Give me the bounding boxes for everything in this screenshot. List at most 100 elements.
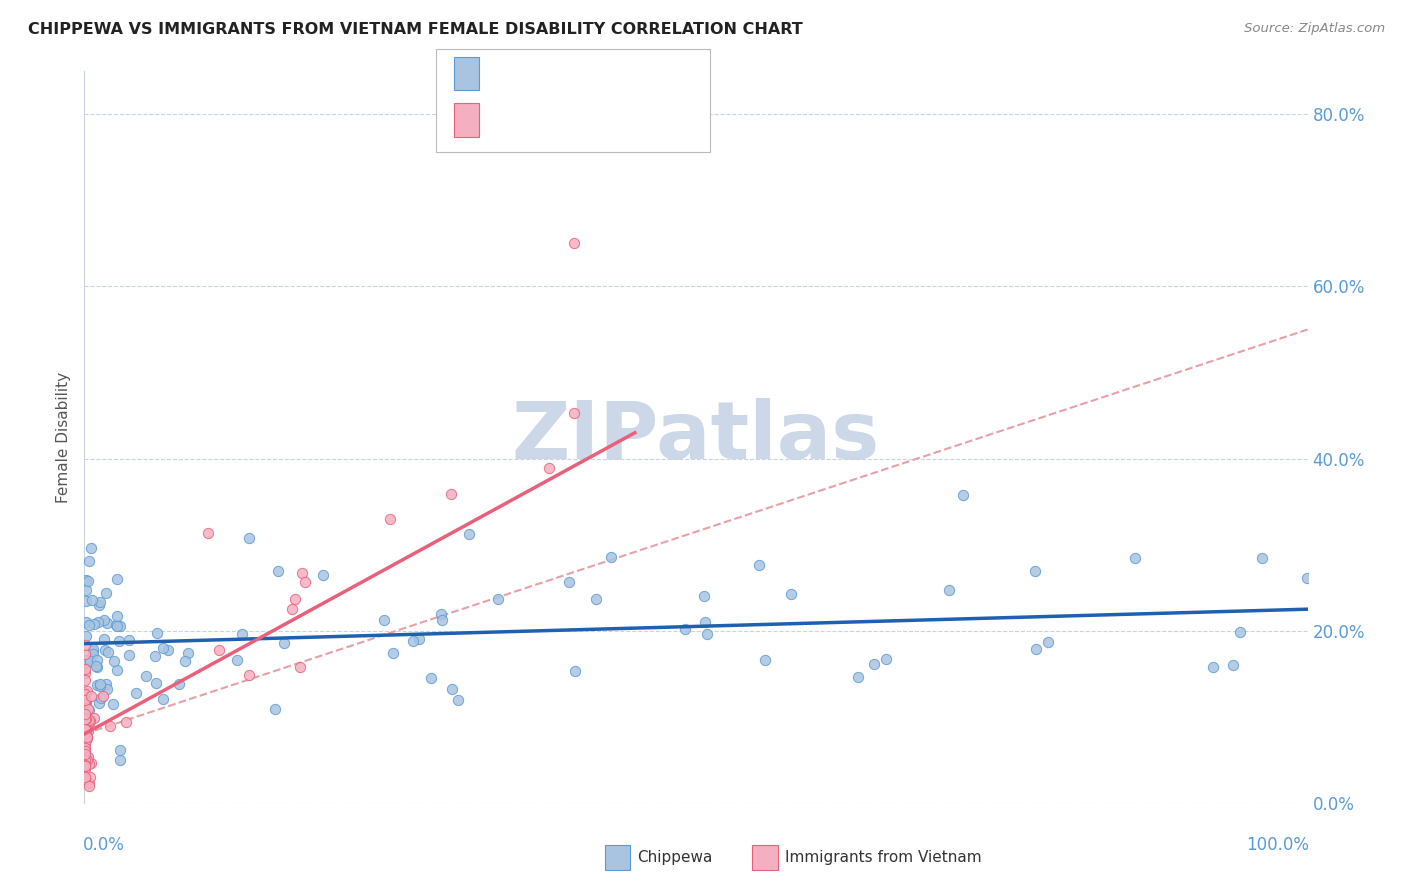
Point [73,757,96,772]
Point [174,654,197,668]
Point [197,526,219,541]
Point [75,573,97,587]
Point [79,654,101,668]
Point [82,641,104,656]
Point [294,574,316,589]
Point [76,730,98,744]
Text: CHIPPEWA VS IMMIGRANTS FROM VIETNAM FEMALE DISABILITY CORRELATION CHART: CHIPPEWA VS IMMIGRANTS FROM VIETNAM FEMA… [28,22,803,37]
Point [373,613,395,627]
Point [77,703,100,717]
Point [77,776,100,790]
Point [73,665,96,680]
Point [75,732,97,747]
Point [1222,658,1244,673]
Point [273,636,295,650]
Point [1024,564,1046,578]
Point [79,714,101,728]
Point [75,724,97,739]
Point [73,648,96,662]
Point [380,512,402,526]
Point [79,554,101,568]
Point [291,566,314,581]
Point [447,693,470,707]
Point [73,762,96,776]
Point [89,595,111,609]
Point [94,677,117,691]
Point [754,653,776,667]
Text: R =  0.176: R = 0.176 [488,65,569,80]
Point [73,747,96,762]
Point [312,568,335,582]
Point [693,589,716,603]
Point [83,711,105,725]
Point [167,677,190,691]
Point [73,753,96,767]
Point [267,565,290,579]
Point [1296,570,1319,584]
Point [73,693,96,707]
Point [73,725,96,739]
Point [430,607,453,622]
Point [80,756,103,770]
Point [93,632,115,647]
Point [77,574,100,588]
Point [177,646,200,660]
Point [79,771,101,785]
Text: 0.0%: 0.0% [83,836,125,854]
Point [673,623,696,637]
Text: 100.0%: 100.0% [1246,836,1309,854]
Point [76,683,98,698]
Point [284,592,307,607]
Point [108,619,131,633]
Point [75,718,97,732]
Point [86,659,108,673]
Point [75,615,97,629]
Point [135,669,157,683]
Text: N = 106: N = 106 [605,65,672,80]
Point [97,645,120,659]
Point [76,731,98,745]
Point [73,750,96,764]
Point [89,696,111,710]
Point [107,608,129,623]
Point [96,615,118,630]
Point [75,629,97,643]
Point [77,713,100,727]
Point [89,679,111,693]
Point [73,741,96,756]
Point [75,653,97,667]
Point [779,586,801,600]
Point [75,695,97,709]
Point [75,594,97,608]
Point [73,723,96,737]
Point [77,618,100,632]
Point [77,750,100,764]
Point [114,714,136,729]
Point [73,757,96,772]
Point [87,598,110,612]
Point [86,678,108,692]
Text: N =   71: N = 71 [605,112,672,127]
Point [562,236,585,251]
Point [152,691,174,706]
Point [86,659,108,673]
Point [77,715,100,730]
Point [80,541,103,556]
Point [73,638,96,652]
Point [77,779,100,793]
Point [87,615,110,629]
Point [73,673,96,688]
Point [80,592,103,607]
Point [231,627,253,641]
Point [938,583,960,598]
Point [1229,624,1251,639]
Point [748,558,770,572]
Point [600,550,623,565]
Point [105,572,128,586]
Point [440,486,463,500]
Point [94,643,117,657]
Point [86,652,108,666]
Point [1038,635,1060,649]
Point [117,648,139,662]
Point [108,743,131,757]
